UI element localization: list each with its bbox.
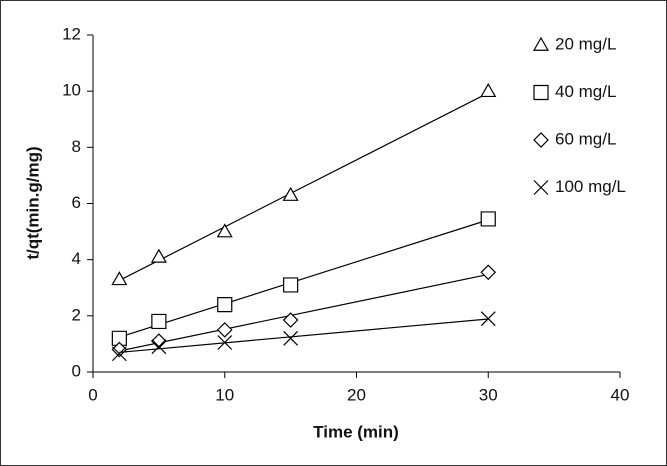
legend-marker xyxy=(533,132,549,148)
marker xyxy=(111,271,128,286)
legend-label: 20 mg/L xyxy=(555,34,616,53)
x-tick-label: 10 xyxy=(215,385,234,404)
y-tick-label: 10 xyxy=(62,81,81,100)
marker xyxy=(111,346,127,362)
marker xyxy=(480,311,496,327)
x-tick-label: 20 xyxy=(347,385,366,404)
y-tick-label: 4 xyxy=(72,249,81,268)
y-tick-label: 6 xyxy=(72,193,81,212)
marker xyxy=(283,330,299,346)
y-axis-label: t/qt(min.g/mg) xyxy=(23,146,42,259)
legend-marker xyxy=(532,36,550,51)
marker xyxy=(480,211,496,227)
marker xyxy=(151,333,167,349)
marker xyxy=(216,322,233,338)
marker xyxy=(217,335,233,350)
y-tick-label: 0 xyxy=(72,361,81,380)
x-tick-label: 40 xyxy=(611,385,630,404)
trend-line xyxy=(119,318,489,353)
marker xyxy=(480,264,497,281)
legend-label: 40 mg/L xyxy=(555,82,616,101)
marker xyxy=(151,339,167,355)
marker xyxy=(217,297,233,313)
marker xyxy=(111,341,128,358)
y-tick-label: 8 xyxy=(72,137,81,156)
trend-line xyxy=(119,273,489,352)
trend-line xyxy=(119,219,489,338)
marker xyxy=(150,248,167,263)
marker xyxy=(480,82,497,98)
trend-line xyxy=(119,92,489,281)
legend-marker xyxy=(533,84,549,101)
marker xyxy=(282,312,299,328)
marker xyxy=(151,313,167,330)
x-tick-label: 0 xyxy=(88,385,97,404)
marker xyxy=(282,186,299,201)
y-tick-label: 2 xyxy=(72,305,81,324)
legend-marker xyxy=(533,180,549,195)
x-axis-label: Time (min) xyxy=(313,422,399,441)
legend-label: 100 mg/L xyxy=(555,177,626,196)
y-tick-label: 12 xyxy=(62,24,81,43)
marker xyxy=(216,223,233,238)
marker xyxy=(111,330,127,346)
marker xyxy=(283,277,299,293)
x-tick-label: 30 xyxy=(479,385,498,404)
legend-label: 60 mg/L xyxy=(555,129,616,148)
